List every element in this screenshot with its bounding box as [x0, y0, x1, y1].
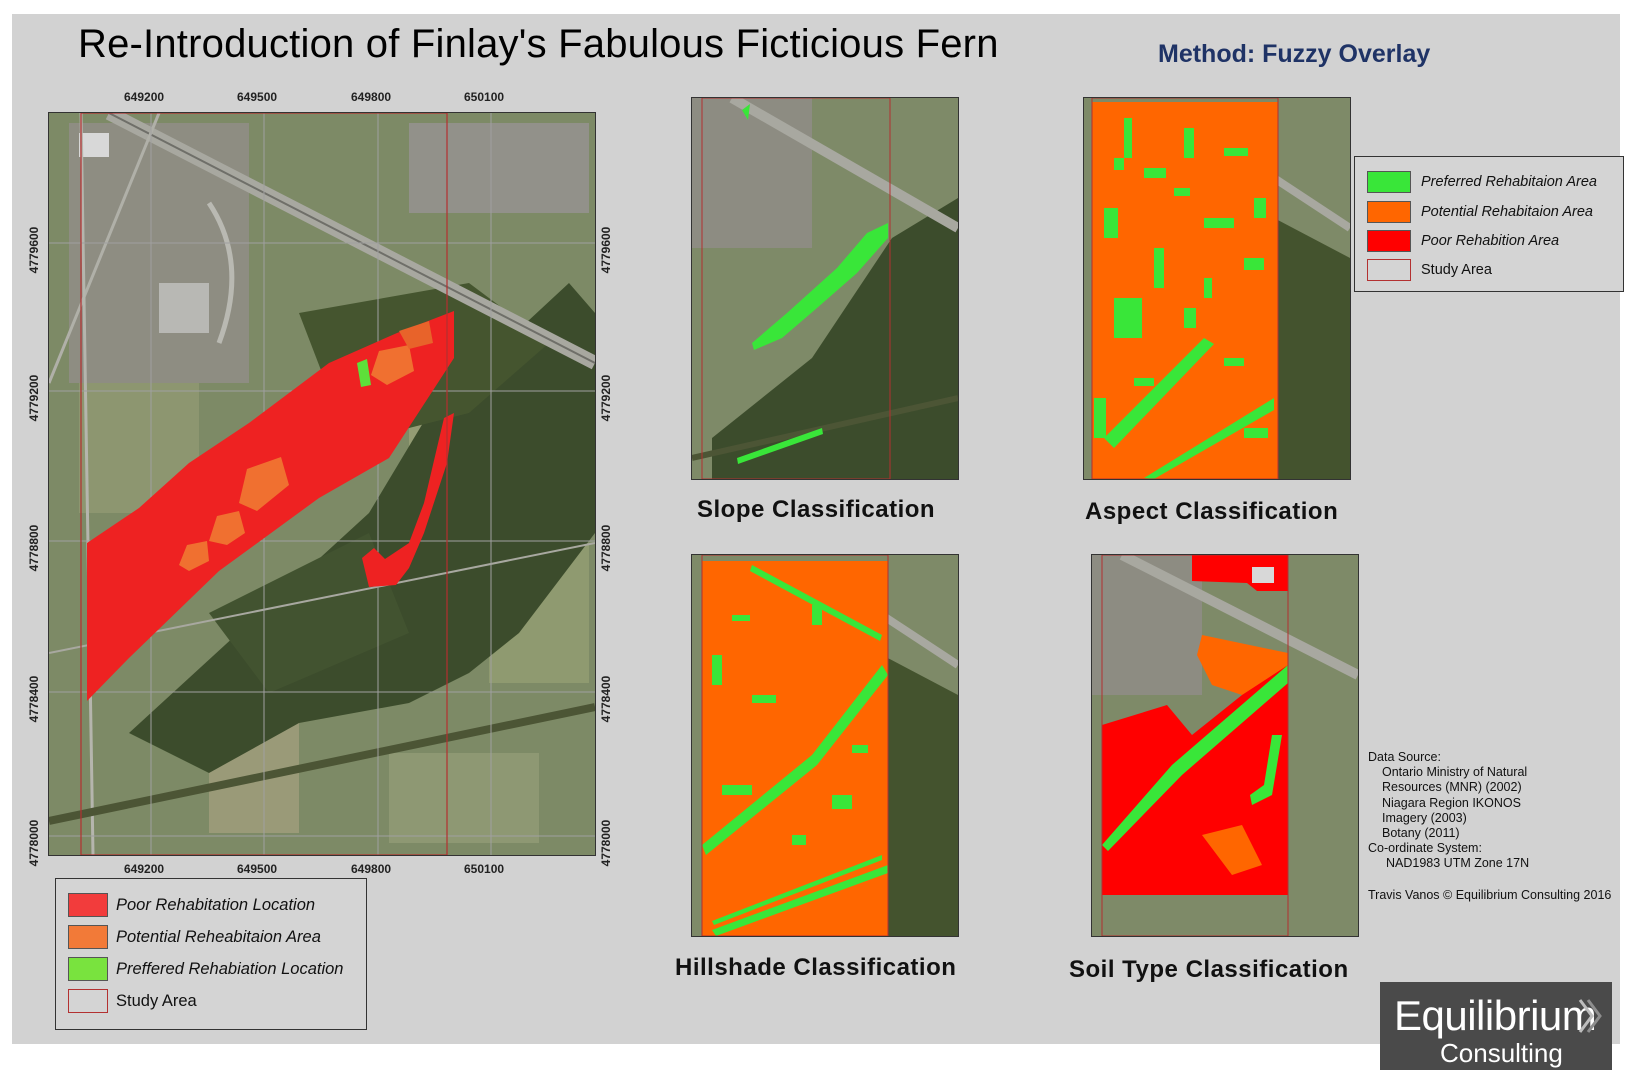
slope-preferred-zone	[742, 104, 750, 120]
study-area-boundary	[80, 113, 448, 855]
urban-patch	[69, 123, 249, 383]
legend-swatch	[68, 893, 108, 917]
forest	[209, 533, 409, 693]
data-source-line: NAD1983 UTM Zone 17N	[1386, 856, 1530, 871]
method-label: Method: Fuzzy Overlay	[1158, 40, 1431, 68]
data-source-line: Imagery (2003)	[1382, 810, 1467, 825]
hillshade-caption: Hillshade Classification	[675, 954, 957, 981]
aspect-caption: Aspect Classification	[1085, 498, 1339, 525]
soil-type-classification-map	[1091, 554, 1359, 937]
x-tick-bottom: 649500	[237, 862, 278, 876]
x-tick-top: 649200	[124, 90, 165, 104]
legend-item-poor: Poor Rehabitation Location	[68, 893, 315, 917]
soil-preferred-zone	[1102, 665, 1288, 851]
logo-wordmark: Equilibrium	[1394, 992, 1597, 1039]
building	[79, 133, 109, 157]
data-source-line: Co-ordinate System:	[1368, 841, 1482, 856]
y-tick-right: 4779600	[599, 226, 613, 274]
panel-legend-item-study-area: Study Area	[1367, 259, 1492, 281]
legend-swatch	[68, 989, 108, 1013]
potential-rehabilitation-patch	[239, 457, 289, 511]
potential-rehabilitation-patch	[179, 541, 209, 571]
x-tick-top: 649800	[351, 90, 392, 104]
ramp	[206, 201, 235, 344]
y-tick-right: 4778800	[599, 524, 613, 572]
data-source-line: Data Source:	[1368, 750, 1441, 764]
slope-preferred-zone	[737, 428, 823, 464]
x-tick-top: 650100	[464, 90, 505, 104]
slope-classification-map	[691, 97, 959, 480]
legend-swatch	[1367, 230, 1411, 252]
y-tick-right: 4778000	[599, 819, 613, 867]
x-tick-bottom: 649800	[351, 862, 392, 876]
legend-swatch	[1367, 201, 1411, 223]
y-tick-right: 4779200	[599, 374, 613, 422]
hillshade-preferred-patches	[702, 565, 888, 936]
data-source-line: Botany (2011)	[1382, 826, 1460, 841]
road	[79, 113, 95, 855]
y-tick-left: 4778800	[27, 524, 41, 572]
panel-legend: Preferred Rehabitaion Area Potential Reh…	[1354, 156, 1624, 292]
poor-rehabilitation-zone	[87, 311, 454, 701]
legend-swatch	[68, 925, 108, 949]
field-patch	[389, 753, 539, 843]
highway-median	[108, 113, 595, 364]
potential-rehabilitation-patch	[399, 321, 433, 349]
main-map-legend: Poor Rehabitation Location Potential Reh…	[55, 878, 367, 1030]
coordinate-grid	[49, 113, 595, 855]
soil-preferred-zone	[1250, 735, 1282, 805]
slope-caption: Slope Classification	[697, 496, 936, 523]
y-tick-right: 4778400	[599, 675, 613, 723]
soil-potential-zone	[1202, 825, 1262, 875]
legend-item-potential: Potential Reheabitaion Area	[68, 925, 321, 949]
main-map-graphic	[49, 113, 595, 855]
x-tick-bottom: 649200	[124, 862, 165, 876]
data-source-line: Niagara Region IKONOS	[1382, 795, 1521, 810]
panel-legend-item-preferred: Preferred Rehabitaion Area	[1367, 171, 1597, 193]
aspect-classification-map	[1083, 97, 1351, 480]
x-tick-bottom: 650100	[464, 862, 505, 876]
panel-legend-item-potential: Potential Rehabitaion Area	[1367, 201, 1593, 223]
y-tick-left: 4778000	[27, 819, 41, 867]
urban-patch	[409, 123, 589, 213]
legend-swatch	[1367, 171, 1411, 193]
slope-preferred-zone	[752, 223, 888, 350]
rail-corridor	[49, 703, 595, 825]
y-tick-left: 4779600	[27, 226, 41, 274]
legend-item-preferred: Preffered Rehabiation Location	[68, 957, 344, 981]
data-source-block: Data Source: Ontario Ministry of Natural…	[1368, 750, 1529, 872]
logo-subtitle: Consulting	[1440, 1038, 1563, 1068]
author-credit: Travis Vanos © Equilibrium Consulting 20…	[1368, 888, 1612, 902]
equilibrium-consulting-logo: Equilibrium Consulting	[1380, 982, 1612, 1070]
data-source-line: Resources (MNR) (2002)	[1382, 780, 1522, 795]
hillshade-classification-map	[691, 554, 959, 937]
y-tick-left: 4778400	[27, 675, 41, 723]
y-tick-left: 4779200	[27, 374, 41, 422]
building	[159, 283, 209, 333]
map-title: Re-Introduction of Finlay's Fabulous Fic…	[78, 22, 999, 66]
road	[49, 113, 161, 384]
potential-rehabilitation-patch	[371, 345, 414, 385]
chevron-right-icon	[1578, 999, 1602, 1033]
legend-swatch	[68, 957, 108, 981]
aspect-preferred-patches	[1094, 118, 1274, 479]
legend-item-study-area: Study Area	[68, 989, 197, 1013]
legend-swatch	[1367, 259, 1411, 281]
preferred-rehabilitation-patch	[357, 359, 371, 387]
x-tick-top: 649500	[237, 90, 278, 104]
main-suitability-map	[48, 112, 596, 856]
data-source-line: Ontario Ministry of Natural	[1382, 765, 1528, 780]
potential-rehabilitation-patch	[209, 511, 245, 545]
poor-rehabilitation-zone	[362, 413, 454, 587]
panel-legend-item-poor: Poor Rehabition Area	[1367, 230, 1559, 252]
soil-caption: Soil Type Classification	[1069, 956, 1349, 983]
